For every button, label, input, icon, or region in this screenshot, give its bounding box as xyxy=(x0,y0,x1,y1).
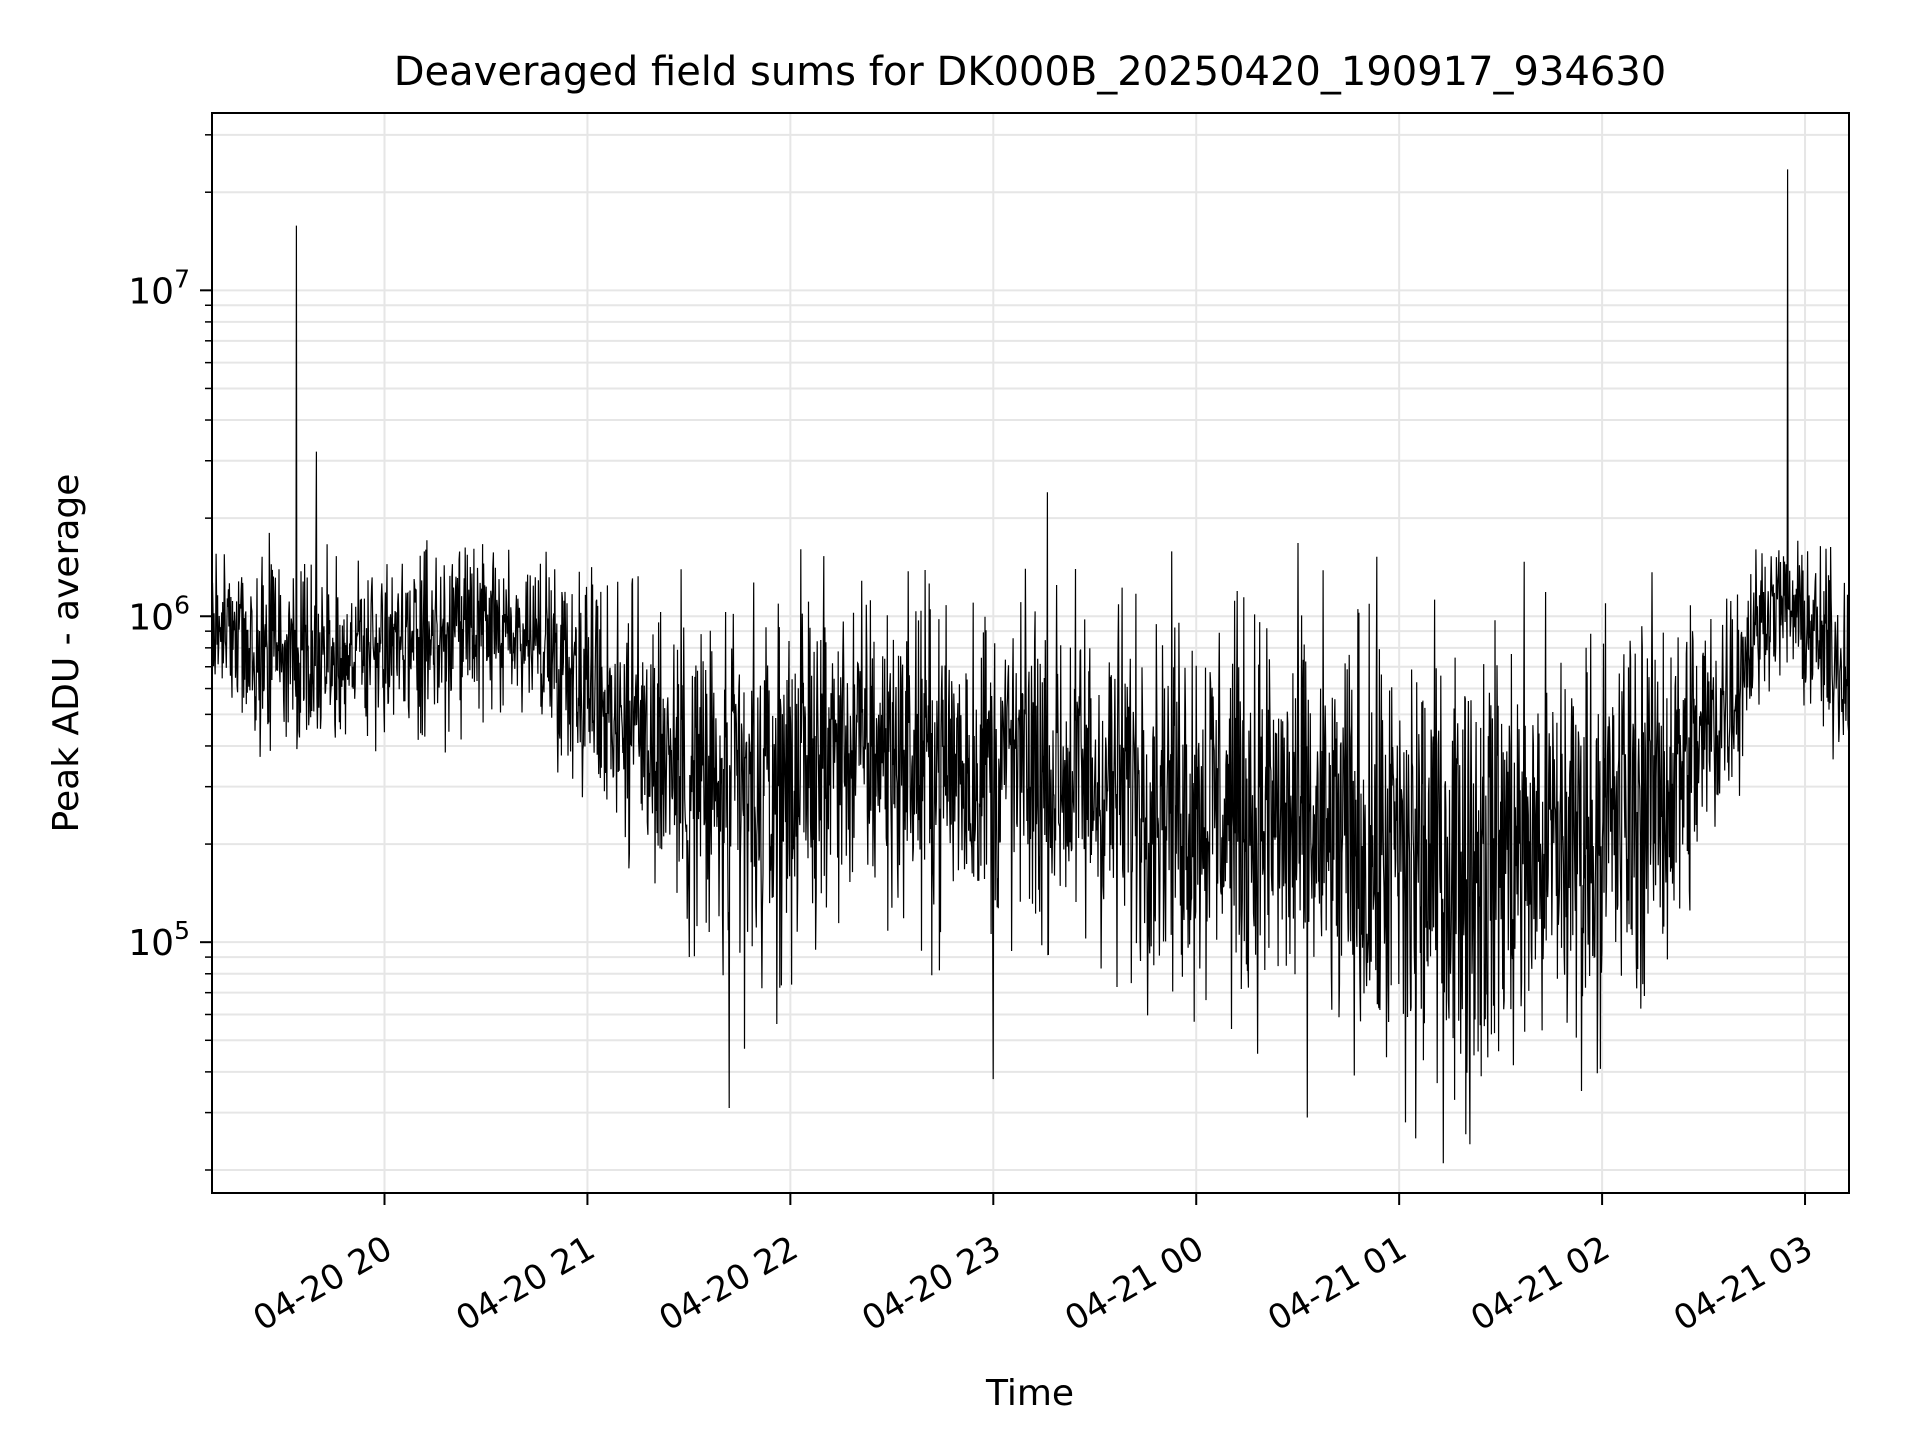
chart-title: Deaveraged field sums for DK000B_2025042… xyxy=(394,49,1667,95)
y-axis-label: Peak ADU - average xyxy=(46,474,87,833)
plot-frame xyxy=(211,112,1850,1194)
y-axis: 105 106 107 xyxy=(128,134,212,1171)
y-tick-label: 107 xyxy=(128,264,190,312)
plot-area xyxy=(212,169,1849,1164)
y-tick-label: 105 xyxy=(128,916,190,964)
y-tick-label: 106 xyxy=(128,590,190,638)
x-axis-label: Time xyxy=(985,1373,1074,1414)
series-line xyxy=(212,169,1849,1164)
